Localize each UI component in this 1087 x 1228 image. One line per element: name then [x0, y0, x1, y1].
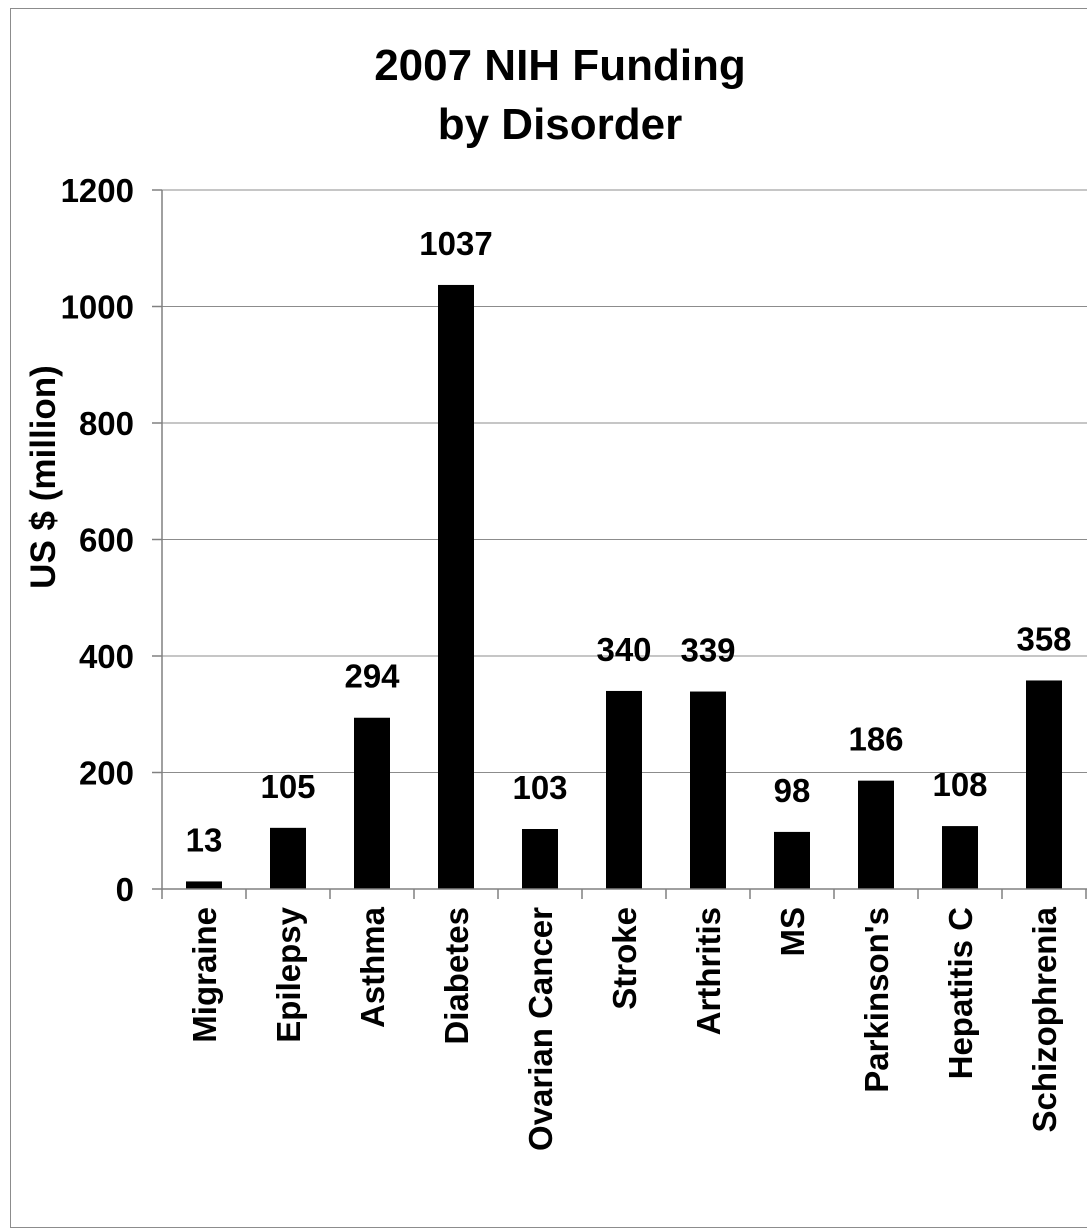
category-label: MS	[774, 907, 811, 957]
y-axis-label: US $ (million)	[24, 365, 63, 589]
y-tick-label: 200	[79, 755, 134, 792]
bar	[438, 284, 474, 889]
labels: 0 200 400 600 800 1000 1200 13 Migraine 105 Epilep…	[61, 172, 1072, 1151]
y-tick-label: 1000	[61, 289, 134, 326]
data-label: 358	[1016, 620, 1071, 657]
category-label: Ovarian Cancer	[522, 907, 559, 1151]
data-label: 105	[260, 768, 315, 805]
data-label: 186	[848, 721, 903, 758]
y-tick-label: 600	[79, 522, 134, 559]
bar	[186, 881, 222, 889]
data-label: 103	[512, 769, 567, 806]
y-tick-label: 800	[79, 405, 134, 442]
category-label: Arthritis	[690, 907, 727, 1035]
category-label: Parkinson's	[858, 907, 895, 1093]
bars	[186, 284, 1062, 889]
data-label: 340	[596, 631, 651, 668]
data-label: 108	[932, 766, 987, 803]
data-label: 98	[774, 772, 811, 809]
category-label: Schizophrenia	[1026, 906, 1063, 1132]
bar	[354, 717, 390, 889]
chart-title-line-2: by Disorder	[438, 100, 683, 149]
bar	[1026, 680, 1062, 889]
bar	[522, 829, 558, 889]
category-label: Stroke	[606, 907, 643, 1010]
bar	[690, 691, 726, 889]
category-label: Migraine	[186, 907, 223, 1043]
bar	[858, 780, 894, 889]
bar	[774, 831, 810, 889]
category-label: Diabetes	[438, 907, 475, 1045]
y-tick-label: 0	[116, 871, 134, 908]
y-tick-label: 1200	[61, 172, 134, 209]
data-label: 1037	[419, 225, 492, 262]
chart-frame	[10, 8, 1087, 1228]
data-label: 13	[186, 821, 223, 858]
y-tick-label: 400	[79, 638, 134, 675]
bar	[270, 827, 306, 889]
data-label: 294	[344, 658, 400, 695]
bar	[606, 690, 642, 889]
chart-title-line-1: 2007 NIH Funding	[374, 41, 746, 90]
category-label: Asthma	[354, 906, 391, 1028]
data-label: 339	[680, 632, 735, 669]
bar	[942, 826, 978, 889]
category-label: Epilepsy	[270, 906, 307, 1042]
axes	[152, 189, 1087, 899]
category-label: Hepatitis C	[942, 907, 979, 1079]
gridlines	[162, 189, 1087, 773]
